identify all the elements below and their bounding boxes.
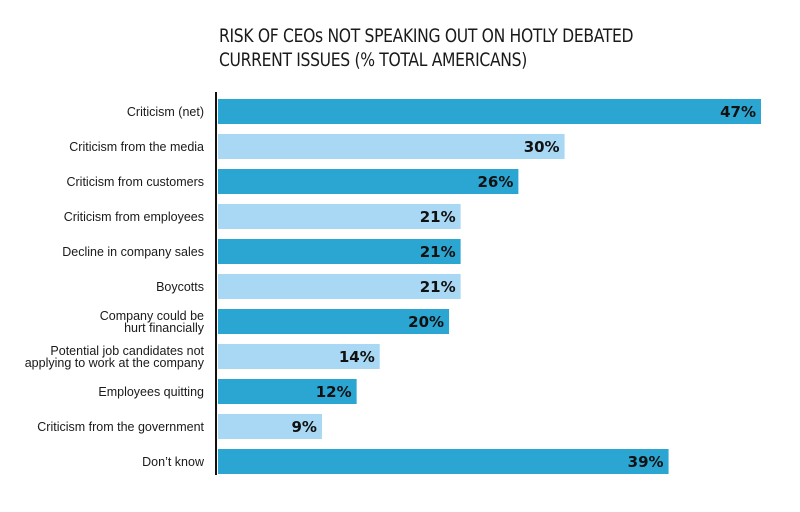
data-label: 39%	[628, 453, 664, 471]
bar	[218, 239, 461, 264]
category-label: Potential job candidates not applying to …	[25, 344, 205, 370]
data-label: 14%	[339, 348, 375, 366]
category-label: Criticism from customers	[66, 175, 204, 189]
category-label-line: Criticism from customers	[66, 175, 204, 189]
bar	[218, 379, 357, 404]
category-label-line: Criticism from employees	[64, 210, 204, 224]
data-label: 26%	[477, 173, 513, 191]
chart-title-line-1: RISK OF CEOs NOT SPEAKING OUT ON HOTLY D…	[219, 25, 634, 47]
category-label: Don’t know	[142, 455, 205, 469]
category-label: Decline in company sales	[62, 245, 204, 259]
data-label: 30%	[524, 138, 560, 156]
data-label: 47%	[720, 103, 756, 121]
bar	[218, 99, 761, 124]
category-label-line: Company could be	[100, 309, 204, 323]
bar	[218, 134, 565, 159]
category-label-line: Employees quitting	[98, 385, 204, 399]
category-label: Company could be hurt financially	[100, 309, 205, 335]
bar	[218, 449, 669, 474]
bar	[218, 344, 380, 369]
category-label: Criticism from the media	[69, 140, 204, 154]
category-label-line: Criticism from the government	[37, 420, 204, 434]
category-label: Boycotts	[156, 280, 204, 294]
category-label-line: Potential job candidates not	[50, 344, 204, 358]
category-label-line: hurt financially	[124, 321, 205, 335]
chart-title: RISK OF CEOs NOT SPEAKING OUT ON HOTLY D…	[219, 24, 634, 72]
data-label: 21%	[420, 243, 456, 261]
data-label: 9%	[292, 418, 317, 436]
category-label-line: applying to work at the company	[25, 356, 205, 370]
bar	[218, 204, 461, 229]
category-label: Criticism from the government	[37, 420, 204, 434]
category-label: Criticism from employees	[64, 210, 204, 224]
data-label: 12%	[316, 383, 352, 401]
data-label: 20%	[408, 313, 444, 331]
data-label: 21%	[420, 208, 456, 226]
category-label-line: Decline in company sales	[62, 245, 204, 259]
bar	[218, 169, 519, 194]
bar	[218, 309, 450, 334]
category-label-line: Boycotts	[156, 280, 204, 294]
bar	[218, 414, 322, 439]
category-label: Employees quitting	[98, 385, 204, 399]
bar	[218, 274, 461, 299]
chart-title-line-2: CURRENT ISSUES (% TOTAL AMERICANS)	[219, 49, 527, 71]
data-label: 21%	[420, 278, 456, 296]
category-label-line: Criticism from the media	[69, 140, 204, 154]
category-label-line: Criticism (net)	[127, 105, 204, 119]
category-label-line: Don’t know	[142, 455, 205, 469]
category-label: Criticism (net)	[127, 105, 204, 119]
